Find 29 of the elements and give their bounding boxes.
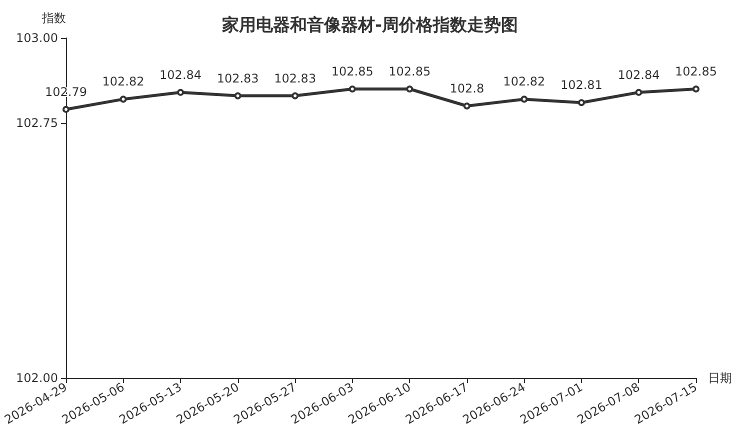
data-label: 102.85	[388, 64, 431, 78]
y-tick-label: 102.00	[16, 371, 58, 385]
point	[62, 106, 70, 113]
data-label: 102.81	[560, 78, 602, 92]
point	[292, 92, 299, 100]
point	[177, 88, 184, 96]
point	[520, 96, 528, 103]
chart-title: 家用电器和音像器材-周价格指数走势图	[220, 16, 518, 36]
y-tick-label: 103.00	[16, 31, 58, 45]
data-label: 102.84	[160, 68, 202, 82]
point	[120, 96, 127, 103]
point	[234, 92, 242, 100]
y-axis-title: 指数	[40, 11, 66, 25]
point	[635, 88, 642, 96]
data-label: 102.83	[216, 71, 259, 86]
data-label: 102.82	[503, 74, 546, 89]
y-tick-label: 102.75	[16, 116, 58, 130]
point	[463, 102, 470, 110]
point	[692, 86, 700, 92]
point	[348, 86, 356, 92]
x-axis-title: 日期	[708, 371, 732, 385]
data-label: 102.85	[331, 64, 374, 78]
point	[578, 99, 585, 106]
data-label: 102.83	[274, 71, 316, 86]
point	[406, 86, 414, 92]
data-label: 102.8	[450, 82, 484, 96]
data-label: 102.82	[102, 74, 144, 89]
data-label: 102.84	[618, 68, 660, 82]
data-label: 102.85	[675, 64, 717, 78]
